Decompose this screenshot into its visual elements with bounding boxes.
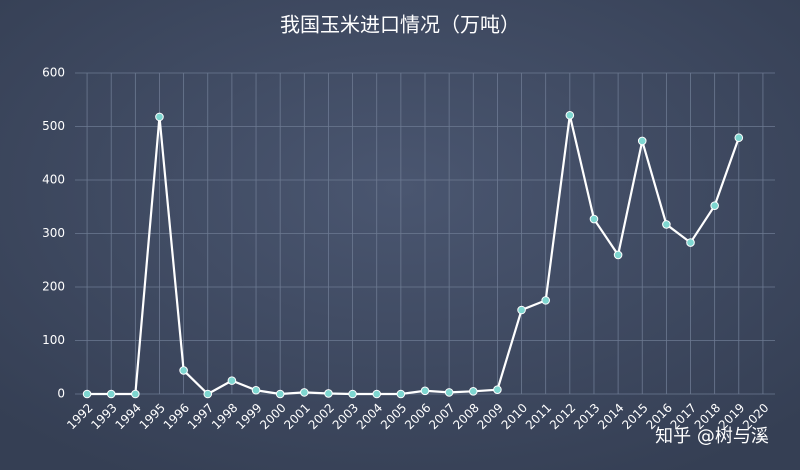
marker [372, 389, 382, 399]
marker [517, 305, 526, 315]
y-tick-label: 0 [57, 387, 65, 401]
marker [348, 389, 357, 399]
marker [637, 136, 647, 146]
marker [203, 389, 213, 399]
marker [493, 385, 502, 395]
marker [106, 389, 116, 399]
chart-title: 我国玉米进口情况（万吨） [280, 13, 520, 37]
marker [82, 389, 92, 399]
marker [155, 112, 164, 122]
marker [662, 220, 671, 229]
marker [251, 385, 261, 395]
marker [179, 366, 188, 375]
marker [589, 214, 599, 224]
y-tick-label: 500 [42, 119, 65, 133]
marker [444, 388, 454, 397]
marker [300, 388, 309, 397]
y-tick-label: 600 [42, 66, 65, 80]
marker [613, 250, 623, 260]
marker [324, 389, 333, 398]
y-tick-label: 100 [42, 333, 65, 347]
line [87, 115, 740, 396]
marker [565, 110, 575, 120]
marker [468, 387, 478, 396]
y-tick-label: 300 [42, 226, 65, 240]
marker [734, 133, 744, 143]
watermark: 知乎 @树与溪 [655, 426, 769, 447]
marker [275, 389, 285, 399]
y-tick-label: 400 [42, 173, 65, 187]
marker [131, 389, 140, 399]
y-tick-label: 200 [42, 280, 65, 294]
marker [710, 201, 719, 210]
marker [541, 296, 550, 305]
marker [396, 389, 406, 399]
marker [227, 376, 237, 385]
marker [686, 238, 695, 247]
marker [420, 386, 430, 396]
